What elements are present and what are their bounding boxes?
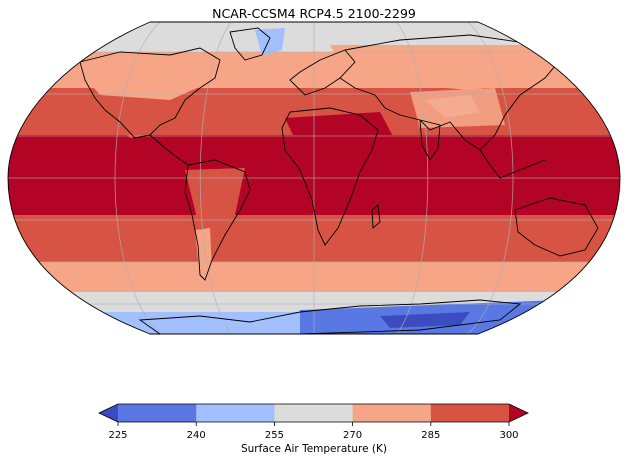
coast-greenland	[229, 27, 271, 61]
region-north-america-cool	[70, 58, 215, 100]
colorbar-extend-low	[99, 404, 118, 422]
colorbar-segment	[118, 404, 197, 422]
colorbar-tick-label: 300	[499, 430, 518, 441]
colorbar-extend-high	[509, 404, 528, 422]
coast-india	[419, 119, 441, 161]
region-tibet-cool	[410, 88, 505, 128]
colorbar-segment	[274, 404, 354, 422]
map-title: NCAR-CCSM4 RCP4.5 2100-2299	[212, 6, 416, 21]
colorbar-label: Surface Air Temperature (K)	[241, 443, 387, 455]
colorbar-tick-label: 255	[265, 430, 284, 441]
colorbar-segment	[196, 404, 275, 422]
region-antarctica-west	[120, 316, 300, 334]
gridlines	[8, 22, 620, 334]
coast-europe	[289, 49, 356, 96]
coast-north-america	[79, 47, 221, 139]
region-greenland-cold	[255, 28, 285, 56]
colorbar-tick-label: 285	[421, 430, 440, 441]
globe-outline	[7, 21, 621, 335]
coast-africa	[281, 107, 379, 246]
coast-southeast-asia	[479, 149, 546, 179]
colorbar-tick-label: 225	[108, 430, 127, 441]
coast-madagascar	[371, 204, 381, 229]
temperature-field	[8, 22, 620, 334]
coast-central-america	[149, 134, 189, 166]
colorbar-tick-label: 270	[343, 430, 362, 441]
colorbar-segment	[352, 404, 432, 422]
coast-antarctica	[138, 299, 522, 334]
region-america-warm	[95, 100, 180, 138]
colorbar-segment	[430, 404, 510, 422]
coast-australia	[514, 197, 599, 257]
region-eurasia-cool	[330, 45, 580, 90]
colorbar-tick-label: 240	[187, 430, 206, 441]
region-antarctica-interior	[380, 312, 470, 328]
coast-south-america	[184, 159, 251, 281]
